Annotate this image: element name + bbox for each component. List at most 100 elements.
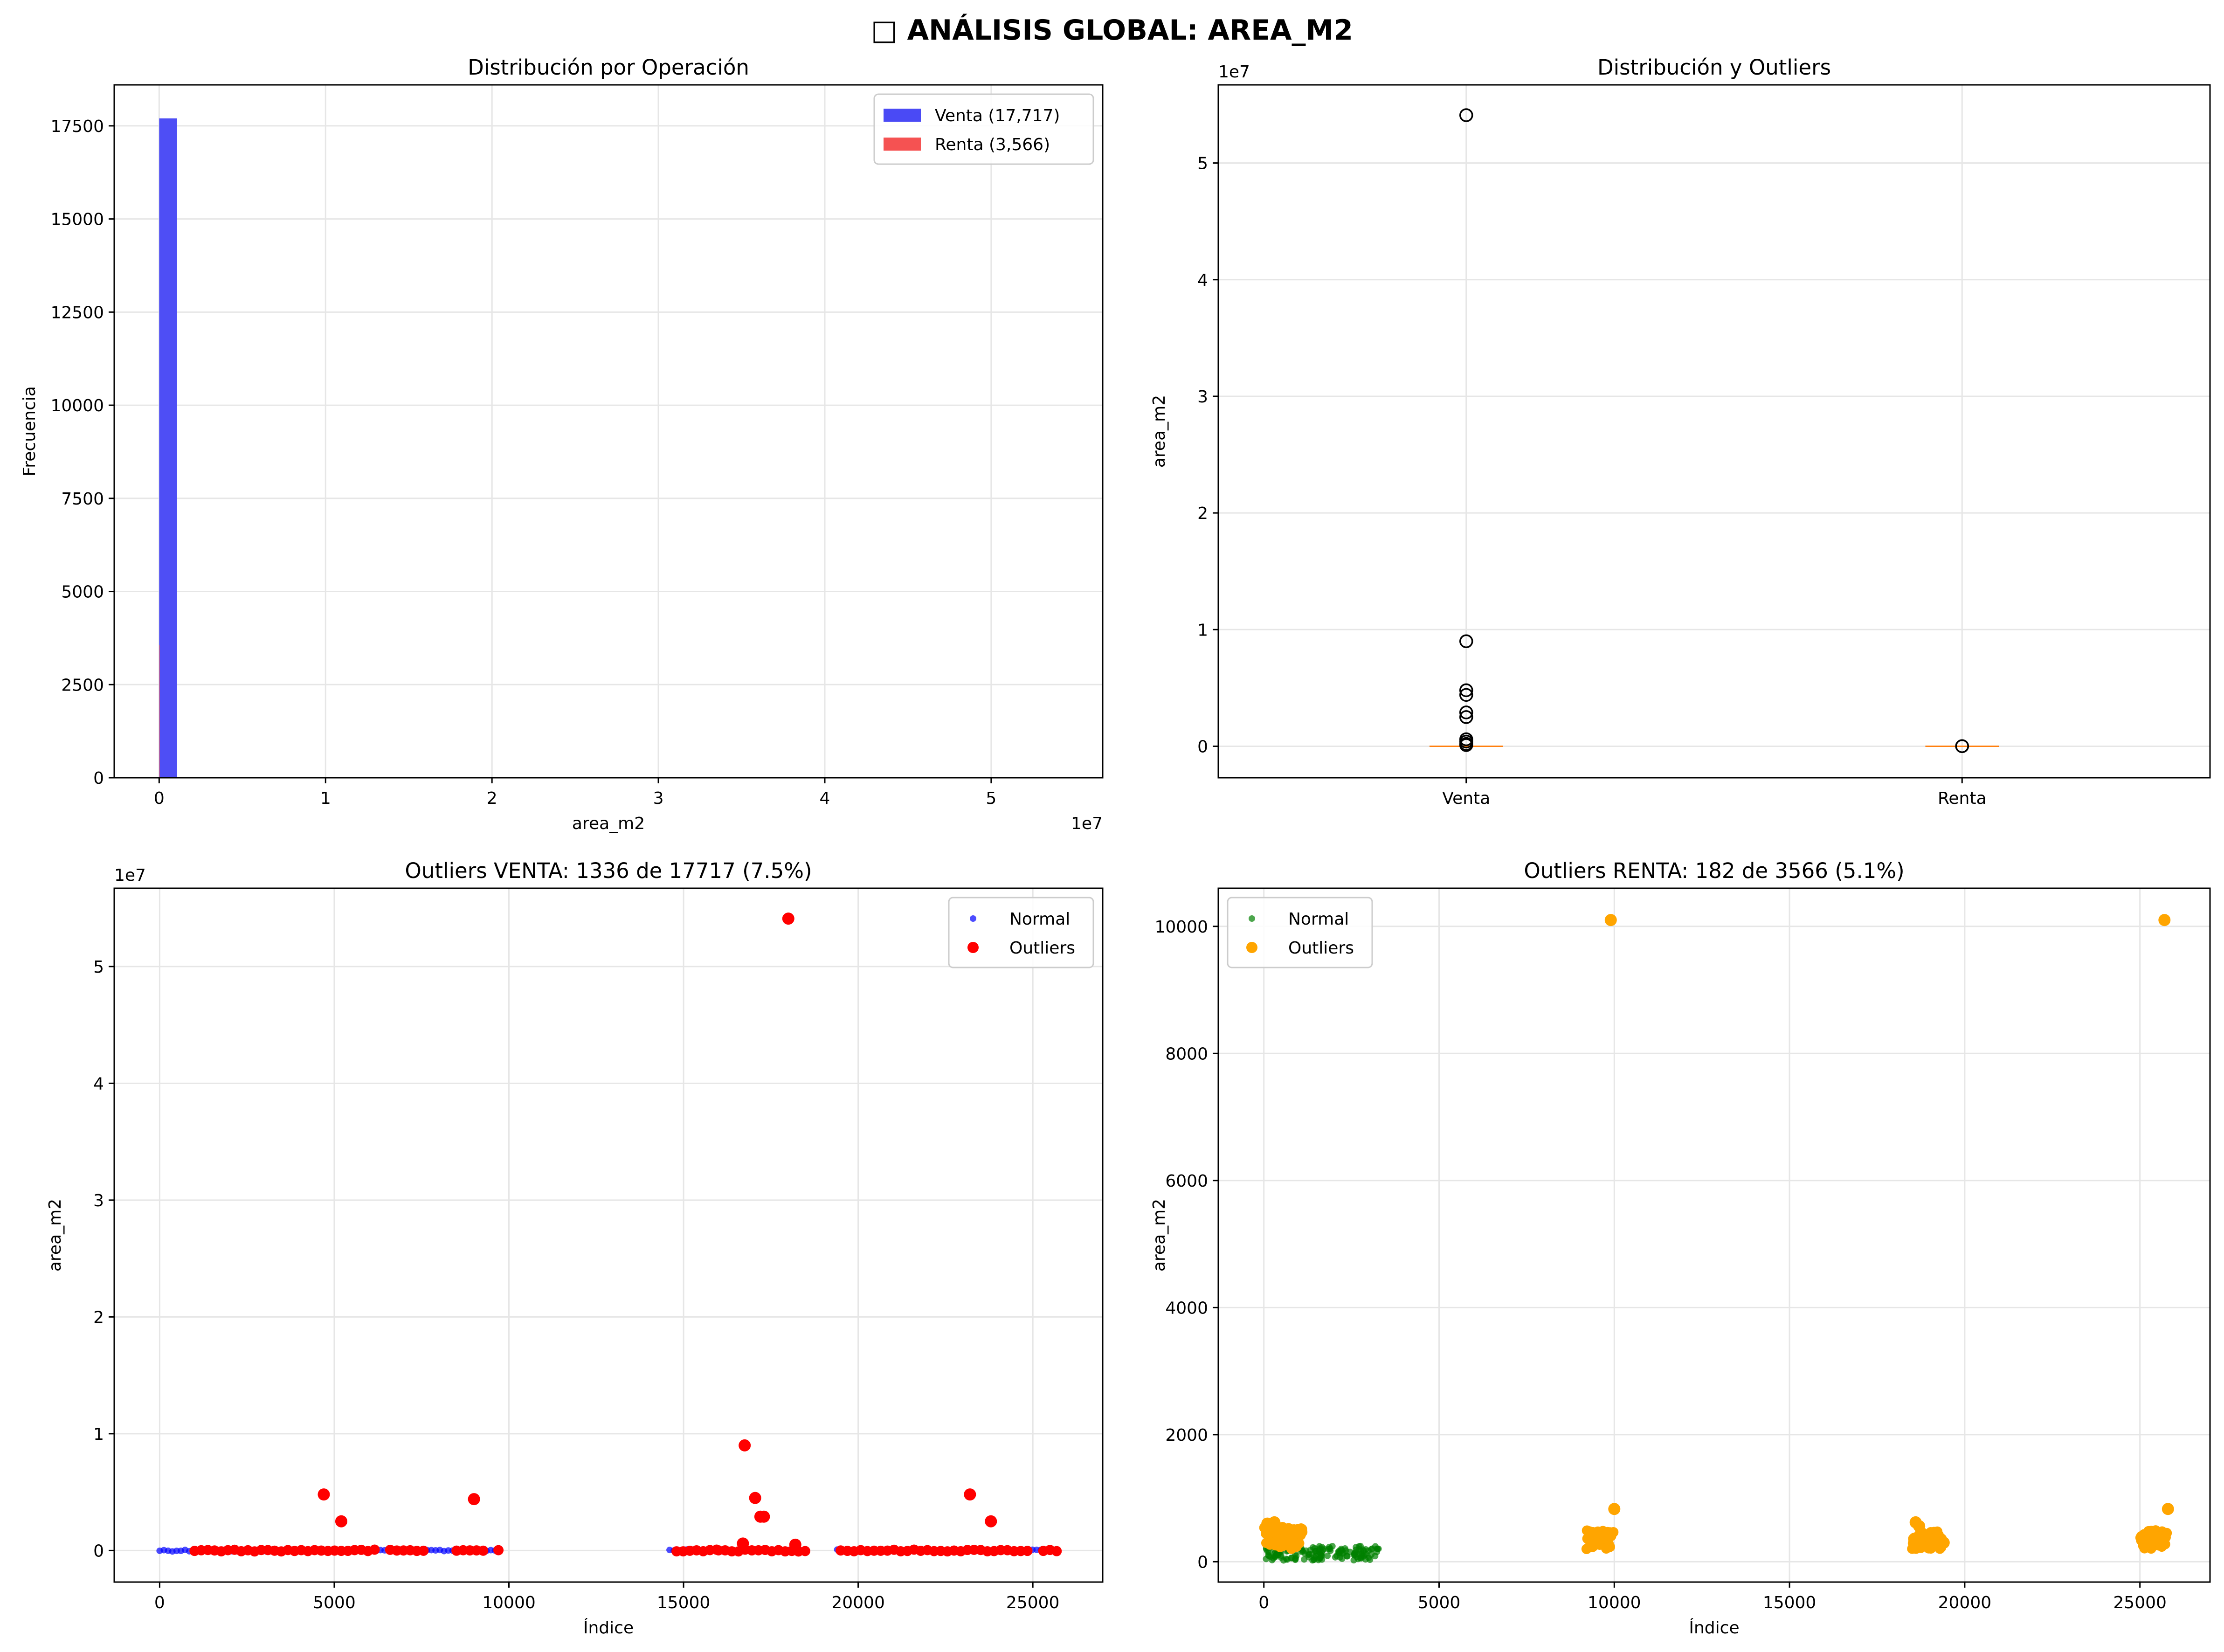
y-tick-label: 1 xyxy=(1197,621,1208,640)
data-point xyxy=(964,1488,976,1501)
data-point xyxy=(2140,1541,2150,1552)
data-point xyxy=(1326,1545,1333,1552)
data-point xyxy=(2144,1529,2155,1540)
y-tick-label: 0 xyxy=(1197,1553,1208,1572)
data-point xyxy=(1338,1545,1345,1552)
axes-frame xyxy=(113,84,1104,779)
data-point xyxy=(1597,1532,1608,1543)
data-point xyxy=(749,1492,761,1504)
y-axis-label: area_m2 xyxy=(46,1199,65,1272)
data-point xyxy=(1360,1553,1367,1560)
legend-marker xyxy=(1249,915,1255,922)
data-point xyxy=(1601,1543,1612,1554)
data-point xyxy=(1604,914,1617,926)
flier xyxy=(1459,634,1473,649)
data-point xyxy=(1291,1541,1302,1552)
y-tick-label: 3 xyxy=(93,1191,104,1210)
x-tick-label: 2 xyxy=(487,789,497,808)
data-point xyxy=(1270,1555,1277,1562)
y-tick-label: 4 xyxy=(93,1074,104,1093)
grid xyxy=(114,85,1103,779)
y-tick-label: 2 xyxy=(93,1308,104,1327)
subplot-title: Distribución y Outliers xyxy=(1597,55,1831,80)
legend-entry: Outliers xyxy=(1009,939,1075,958)
x-tick-label: 20000 xyxy=(831,1593,885,1612)
x-offset-text: 1e7 xyxy=(1071,814,1103,833)
flier xyxy=(1459,683,1473,698)
data-point xyxy=(1310,1544,1317,1551)
x-tick-label: 3 xyxy=(653,789,664,808)
plot-area xyxy=(1430,108,1999,753)
y-tick-label: 10000 xyxy=(1154,918,1208,937)
data-point xyxy=(369,1544,380,1555)
legend: Venta (17,717) Renta (3,566) xyxy=(873,93,1094,165)
x-tick-label: 25000 xyxy=(1006,1593,1060,1612)
subplot-2: Venta Renta 0 1 2 3 4 5 Distribución y Outliers a… xyxy=(1150,55,2211,808)
subplot-title: Distribución por Operación xyxy=(468,55,749,80)
series-outliers xyxy=(1259,914,2174,1555)
y-axis-label: area_m2 xyxy=(1150,395,1169,468)
data-point xyxy=(468,1493,480,1506)
x-tick-label: 20000 xyxy=(1938,1593,1992,1612)
plot-area xyxy=(159,118,177,778)
x-tick-label: 15000 xyxy=(1763,1593,1816,1612)
data-point xyxy=(1374,1548,1381,1555)
y-tick-label: 3 xyxy=(1197,387,1208,407)
y-tick-label: 1 xyxy=(93,1425,104,1444)
x-axis-label: Índice xyxy=(583,1618,634,1638)
legend-entry: Normal xyxy=(1009,910,1070,929)
subplot-3: 0 5000 10000 15000 20000 25000 0 1 2 3 4 5 Outliers … xyxy=(46,858,1104,1638)
flier xyxy=(1459,710,1473,724)
y-tick-label: 5000 xyxy=(61,583,104,602)
legend-entry: Venta (17,717) xyxy=(935,106,1060,125)
y-offset-text: 1e7 xyxy=(1218,62,1250,82)
x-tick-label: 10000 xyxy=(1588,1593,1641,1612)
data-point xyxy=(1359,1546,1366,1553)
legend-marker xyxy=(970,915,976,922)
data-point xyxy=(1288,1526,1299,1537)
y-axis-label: area_m2 xyxy=(1150,1199,1169,1272)
legend: Normal Outliers xyxy=(1227,897,1373,968)
y-tick-label: 2000 xyxy=(1165,1426,1208,1445)
data-point xyxy=(758,1510,770,1523)
legend: Normal Outliers xyxy=(948,897,1094,968)
data-point xyxy=(789,1538,801,1551)
y-tick-label: 7500 xyxy=(61,490,104,509)
flier xyxy=(1459,688,1473,702)
data-point xyxy=(1261,1538,1271,1548)
legend-entry: Normal xyxy=(1288,910,1349,929)
y-tick-label: 2 xyxy=(1197,504,1208,523)
y-tick-label: 0 xyxy=(93,1541,104,1561)
legend-frame xyxy=(1227,897,1373,968)
y-axis-label: Frecuencia xyxy=(20,386,39,477)
flier xyxy=(1459,705,1473,719)
data-point xyxy=(1265,1552,1272,1559)
x-tick-label: 0 xyxy=(154,789,165,808)
data-point xyxy=(1365,1547,1372,1554)
legend-frame xyxy=(948,897,1094,968)
legend-entry: Renta (3,566) xyxy=(935,135,1050,154)
flier xyxy=(1459,108,1473,122)
series-outliers xyxy=(189,912,1062,1557)
data-point xyxy=(1312,1553,1319,1560)
x-tick-label: Renta xyxy=(1938,789,1987,808)
data-point xyxy=(1922,1531,1933,1541)
data-point xyxy=(2156,1541,2167,1552)
figure-title: □ ANÁLISIS GLOBAL: AREA_M2 xyxy=(871,14,1353,47)
box-renta xyxy=(1925,739,1999,753)
data-point xyxy=(335,1515,347,1528)
data-point xyxy=(800,1546,810,1556)
x-tick-label: 5000 xyxy=(1418,1593,1461,1612)
plot-area xyxy=(156,912,1062,1557)
x-tick-label: 5000 xyxy=(313,1593,356,1612)
x-axis-label: Índice xyxy=(1689,1618,1739,1638)
data-point xyxy=(1305,1551,1312,1558)
legend-marker xyxy=(1246,942,1257,953)
legend-swatch xyxy=(884,109,921,122)
grid xyxy=(114,888,1103,1582)
y-tick-label: 5 xyxy=(1197,154,1208,173)
subplot-4: 0 5000 10000 15000 20000 25000 0 2000 4000 6000 80… xyxy=(1150,858,2211,1638)
y-offset-text: 1e7 xyxy=(114,866,146,885)
axes-frame xyxy=(113,887,1104,1583)
